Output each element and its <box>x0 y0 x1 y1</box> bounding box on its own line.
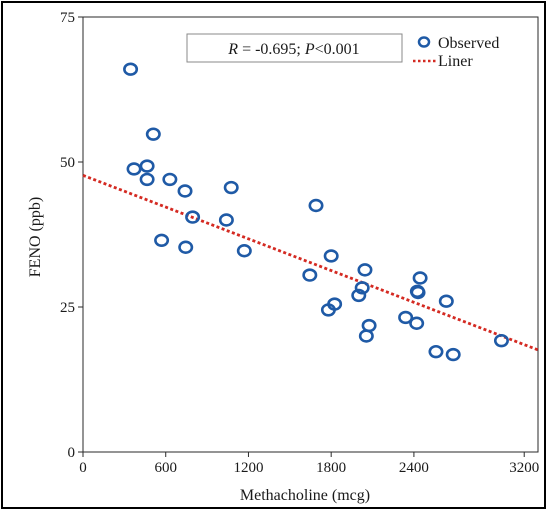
data-point <box>410 285 426 300</box>
data-point <box>139 159 155 173</box>
data-point <box>126 162 142 176</box>
stat-annotation: R = -0.695; P<0.001 <box>227 41 359 58</box>
regression-line-layer <box>82 174 539 352</box>
data-point <box>185 210 201 224</box>
legend-observed-marker <box>417 36 431 48</box>
legend: Observed Liner <box>413 35 499 70</box>
data-point <box>236 244 252 258</box>
data-point <box>445 347 461 362</box>
x-axis-title: Methacholine (mcg) <box>240 487 370 504</box>
data-point <box>398 310 414 325</box>
y-axis-title: FENO (ppb) <box>27 197 44 277</box>
data-point <box>351 288 367 303</box>
data-point <box>409 316 425 330</box>
regression-line <box>82 174 539 352</box>
data-point <box>357 263 373 277</box>
data-point <box>438 294 454 308</box>
data-point <box>139 172 155 187</box>
data-point <box>177 184 193 198</box>
x-tick-label: 1800 <box>316 460 346 476</box>
legend-liner-label: Liner <box>438 53 473 70</box>
data-point <box>308 198 324 213</box>
y-tick-label: 25 <box>60 300 75 316</box>
axis-ticks: 0 600 1200 1800 2400 3200 0 25 50 75 <box>60 10 539 476</box>
x-tick-label: 1200 <box>233 460 263 476</box>
data-points <box>123 62 509 362</box>
data-point <box>354 281 370 295</box>
x-tick-label: 2400 <box>399 460 429 476</box>
data-point <box>154 233 170 248</box>
legend-observed-label: Observed <box>438 35 499 52</box>
data-point <box>123 62 139 76</box>
x-tick-label: 600 <box>154 460 177 476</box>
data-point <box>145 127 161 141</box>
data-point <box>361 318 377 333</box>
x-tick-label: 3200 <box>509 460 539 476</box>
x-tick-label: 0 <box>79 460 87 476</box>
plot-area <box>82 16 539 453</box>
y-tick-label: 0 <box>68 445 76 461</box>
data-point <box>412 271 428 285</box>
y-tick-label: 75 <box>60 10 75 26</box>
data-point <box>178 240 194 254</box>
data-point <box>302 268 318 282</box>
data-point <box>428 344 444 359</box>
data-point <box>223 180 239 195</box>
y-tick-label: 50 <box>60 155 75 171</box>
data-point <box>323 249 339 263</box>
data-point <box>327 297 343 311</box>
data-point <box>493 333 509 348</box>
data-point <box>218 213 234 227</box>
stat-box <box>186 33 403 63</box>
data-point <box>162 172 178 187</box>
